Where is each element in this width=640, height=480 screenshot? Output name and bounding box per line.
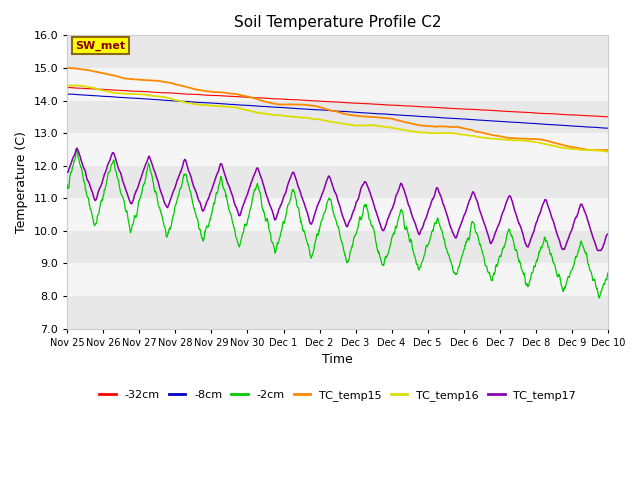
Bar bbox=[67, 100, 608, 133]
Legend: -32cm, -8cm, -2cm, TC_temp15, TC_temp16, TC_temp17: -32cm, -8cm, -2cm, TC_temp15, TC_temp16,… bbox=[95, 385, 580, 405]
X-axis label: Time: Time bbox=[322, 353, 353, 366]
Bar bbox=[67, 198, 608, 231]
Bar bbox=[67, 264, 608, 296]
Bar bbox=[67, 231, 608, 264]
Bar bbox=[67, 166, 608, 198]
Bar bbox=[67, 296, 608, 329]
Y-axis label: Temperature (C): Temperature (C) bbox=[15, 131, 28, 233]
Bar bbox=[67, 133, 608, 166]
Bar bbox=[67, 68, 608, 100]
Title: Soil Temperature Profile C2: Soil Temperature Profile C2 bbox=[234, 15, 442, 30]
Text: SW_met: SW_met bbox=[76, 40, 125, 51]
Bar bbox=[67, 36, 608, 68]
